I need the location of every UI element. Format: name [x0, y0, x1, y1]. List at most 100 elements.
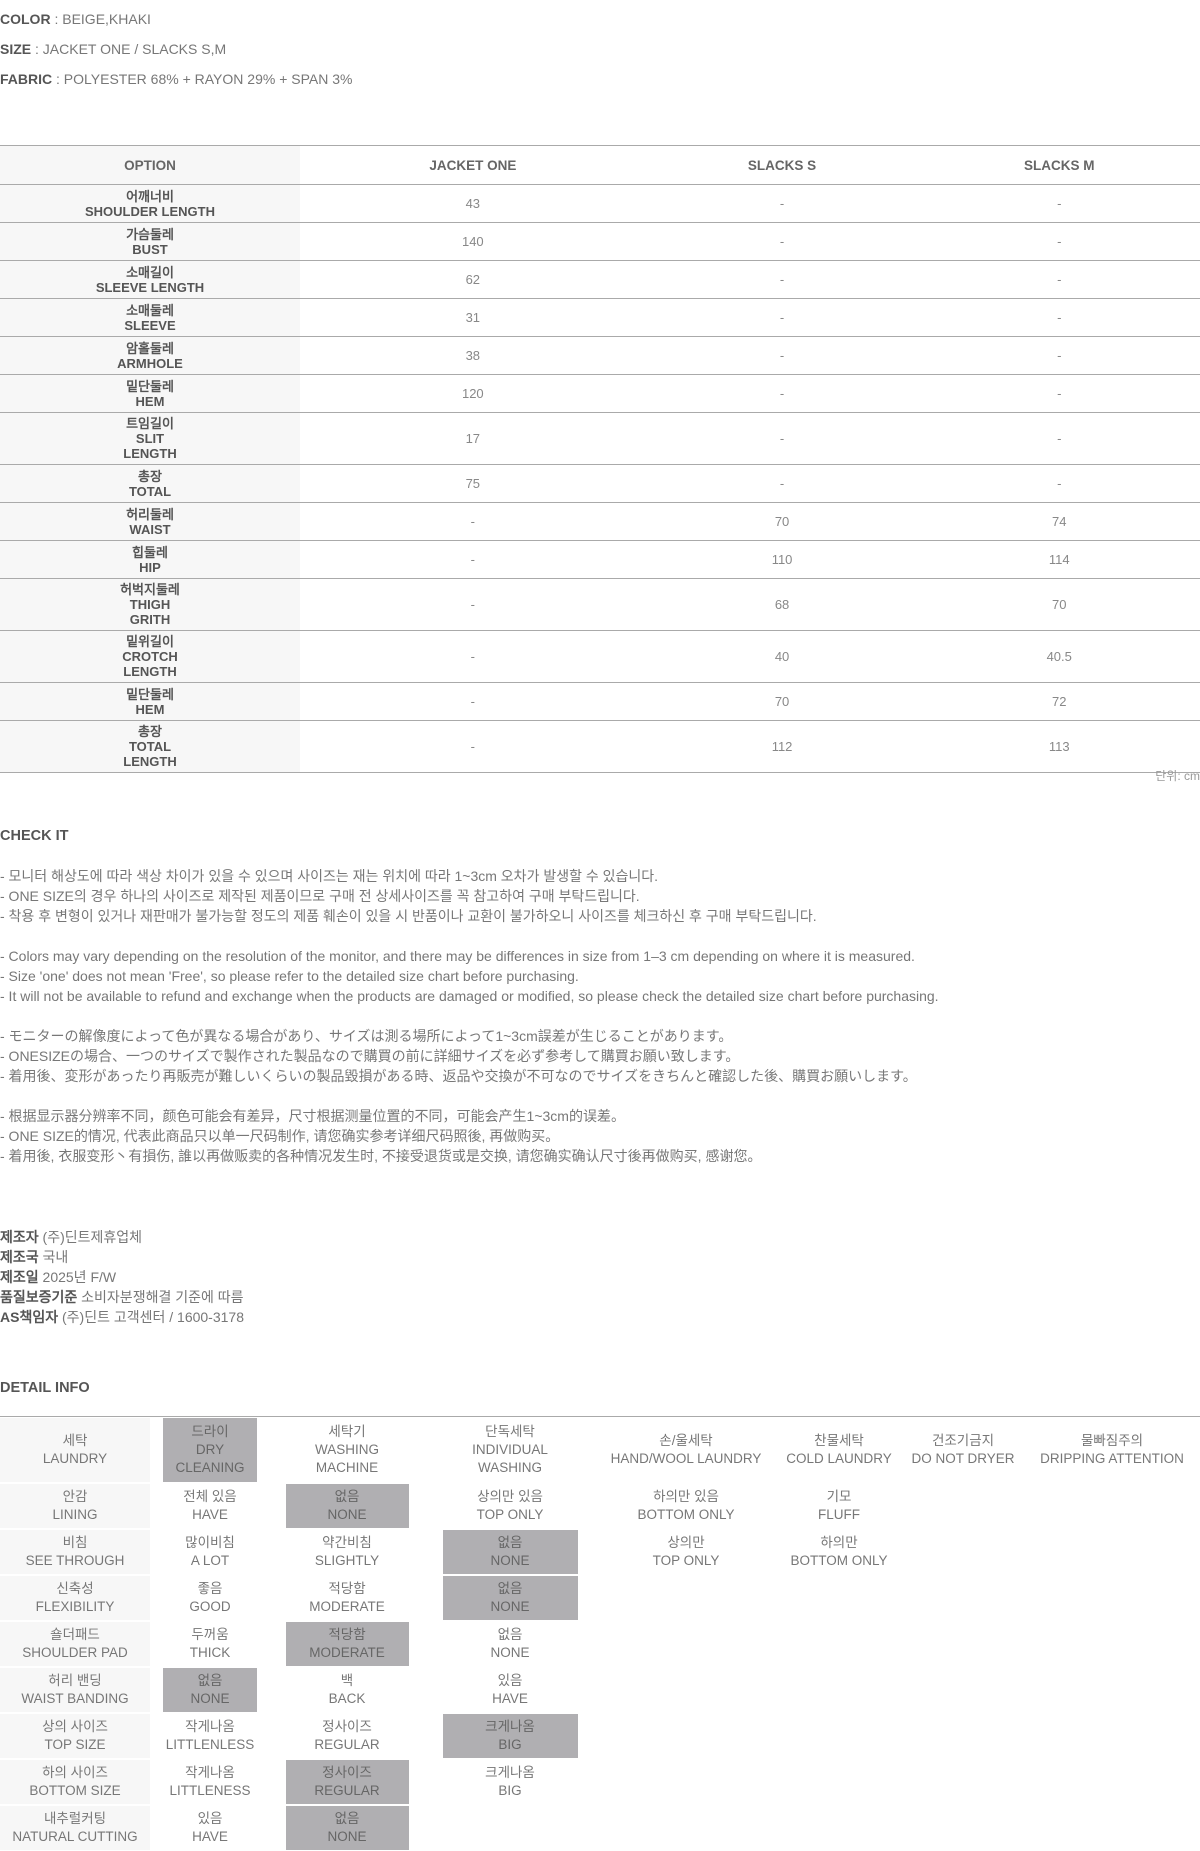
size-value: -: [918, 464, 1200, 503]
label-en: SHOULDER PAD: [22, 1645, 128, 1660]
notice-paragraph: - 모니터 해상도에 따라 색상 차이가 있을 수 있으며 사이즈는 재는 위치…: [0, 866, 939, 926]
label-en: WAIST BANDING: [21, 1691, 129, 1706]
label-ko: 세탁: [62, 1433, 88, 1448]
size-value: 140: [300, 222, 646, 261]
size-value: 31: [300, 298, 646, 337]
detail-option: 좋음 GOOD: [163, 1576, 257, 1620]
maker-label: 제조자: [0, 1229, 39, 1245]
label-ko: 어깨너비: [126, 188, 174, 204]
option-en: MODERATE: [309, 1599, 385, 1614]
row-label: 밑단둘레 HEM: [0, 374, 300, 413]
label-en: THIGH GRITH: [129, 597, 171, 627]
size-value: -: [645, 184, 919, 223]
label-ko: 밑단둘레: [126, 686, 174, 702]
row-label: 어깨너비 SHOULDER LENGTH: [0, 184, 300, 223]
size-value: -: [918, 222, 1200, 261]
size-value: 110: [645, 540, 919, 579]
size-value: 43: [300, 184, 646, 223]
option-en: BACK: [328, 1691, 366, 1706]
label-ko: 힙둘레: [132, 544, 168, 560]
option-en: NONE: [490, 1599, 530, 1614]
label-en: SEE THROUGH: [25, 1553, 125, 1568]
option-ko: 백: [340, 1673, 354, 1688]
option-ko: 상의만 있음: [477, 1489, 543, 1504]
option-ko: 하의만 있음: [653, 1489, 719, 1504]
label-ko: 소매둘레: [126, 302, 174, 318]
detail-option: 있음 HAVE: [163, 1806, 257, 1850]
maker-value: 국내: [42, 1249, 69, 1265]
detail-option: 없음 NONE: [285, 1484, 409, 1528]
size-value: -: [300, 720, 646, 773]
column-header: OPTION: [0, 145, 300, 185]
detail-row-label: 비침 SEE THROUGH: [0, 1530, 150, 1574]
maker-value: (주)딘트제휴업체: [42, 1229, 143, 1245]
option-ko: 없음: [334, 1811, 360, 1826]
option-ko: 없음: [497, 1627, 523, 1642]
option-ko: 정사이즈: [322, 1765, 372, 1780]
option-en: DRY CLEANING: [175, 1442, 245, 1475]
label-en: HEM: [135, 701, 165, 717]
size-value: 70: [645, 682, 919, 721]
size-value: -: [918, 260, 1200, 299]
option-en: SLIGHTLY: [314, 1553, 380, 1568]
label-ko: 암홀둘레: [126, 340, 174, 356]
option-en: DO NOT DRYER: [911, 1451, 1015, 1466]
notice-line: - 着用後, 衣服变形丶有損伤, 誰以再做贩卖的各种情况发生时, 不接受退货或是…: [0, 1148, 762, 1164]
detail-row-label: 신축성 FLEXIBILITY: [0, 1576, 150, 1620]
maker-line: AS책임자 (주)딘트 고객센터 / 1600-3178: [0, 1307, 244, 1327]
size-value: 70: [645, 502, 919, 541]
option-en: DRIPPING ATTENTION: [1040, 1451, 1184, 1466]
notice-line: - ONE SIZE的情况, 代表此商品只以单一尺码制作, 请您确实参考详细尺码…: [0, 1128, 560, 1144]
size-table: OPTION JACKET ONE SLACKS S SLACKS M 어깨너비 SHOU…: [0, 145, 1200, 773]
detail-option: 전체 있음 HAVE: [163, 1484, 257, 1528]
size-value: 17: [300, 412, 646, 465]
size-row: 총장 TOTAL LENGTH -112 113: [0, 720, 1200, 773]
size-value: -: [300, 630, 646, 683]
option-ko: 물빠짐주의: [1080, 1433, 1144, 1448]
option-ko: 많이비침: [185, 1535, 235, 1550]
size-value: 75: [300, 464, 646, 503]
option-en: FLUFF: [818, 1507, 860, 1522]
row-label: 소매둘레 SLEEVE: [0, 298, 300, 337]
notice-line: - 착용 후 변형이 있거나 재판매가 불가능할 정도의 제품 훼손이 있을 시…: [0, 908, 817, 924]
maker-label: 제조국: [0, 1249, 39, 1265]
option-ko: 있음: [197, 1811, 223, 1826]
spec-value: : JACKET ONE / SLACKS S,M: [35, 41, 227, 57]
maker-line: 제조일 2025년 F/W: [0, 1267, 244, 1287]
detail-row-label: 하의 사이즈 BOTTOM SIZE: [0, 1760, 150, 1804]
option-en: HAVE: [192, 1507, 228, 1522]
label-ko: 안감: [62, 1489, 88, 1504]
label-ko: 총장: [138, 468, 162, 484]
maker-label: 제조일: [0, 1269, 39, 1285]
label-ko: 내추럴커팅: [43, 1811, 107, 1826]
option-en: NONE: [490, 1553, 530, 1568]
detail-option: 두꺼움 THICK: [163, 1622, 257, 1666]
spec-label: COLOR: [0, 11, 51, 27]
label-en: TOTAL: [128, 483, 172, 499]
option-ko: 없음: [197, 1673, 223, 1688]
option-en: COLD LAUNDRY: [786, 1451, 892, 1466]
spec-list: COLOR : BEIGE,KHAKI SIZE : JACKET ONE / S…: [0, 4, 352, 94]
detail-option: 없음 NONE: [163, 1668, 257, 1712]
size-row: 어깨너비 SHOULDER LENGTH 43- -: [0, 184, 1200, 223]
size-value: 40.5: [918, 630, 1200, 683]
maker-info: 제조자 (주)딘트제휴업체 제조국 국내 제조일 2025년 F/W 품질보증기준 소…: [0, 1227, 244, 1327]
option-en: NONE: [327, 1507, 367, 1522]
detail-option: 없음 NONE: [442, 1576, 578, 1620]
size-row: 밑위길이 CROTCH LENGTH -40 40.5: [0, 630, 1200, 683]
label-ko: 가슴둘레: [126, 226, 174, 242]
option-en: BIG: [498, 1737, 522, 1752]
option-en: WASHING MACHINE: [315, 1442, 379, 1475]
option-ko: 약간비침: [322, 1535, 372, 1550]
maker-value: 2025년 F/W: [42, 1269, 117, 1285]
size-value: -: [918, 184, 1200, 223]
option-ko: 세탁기: [328, 1424, 366, 1439]
maker-line: 제조국 국내: [0, 1247, 244, 1267]
notice-line: - 모니터 해상도에 따라 색상 차이가 있을 수 있으며 사이즈는 재는 위치…: [0, 868, 659, 884]
option-en: A LOT: [190, 1553, 230, 1568]
detail-row-label: 안감 LINING: [0, 1484, 150, 1528]
detail-option: 적당함 MODERATE: [285, 1622, 409, 1666]
size-value: 72: [918, 682, 1200, 721]
size-value: 38: [300, 336, 646, 375]
label-en: TOTAL LENGTH: [123, 739, 177, 769]
